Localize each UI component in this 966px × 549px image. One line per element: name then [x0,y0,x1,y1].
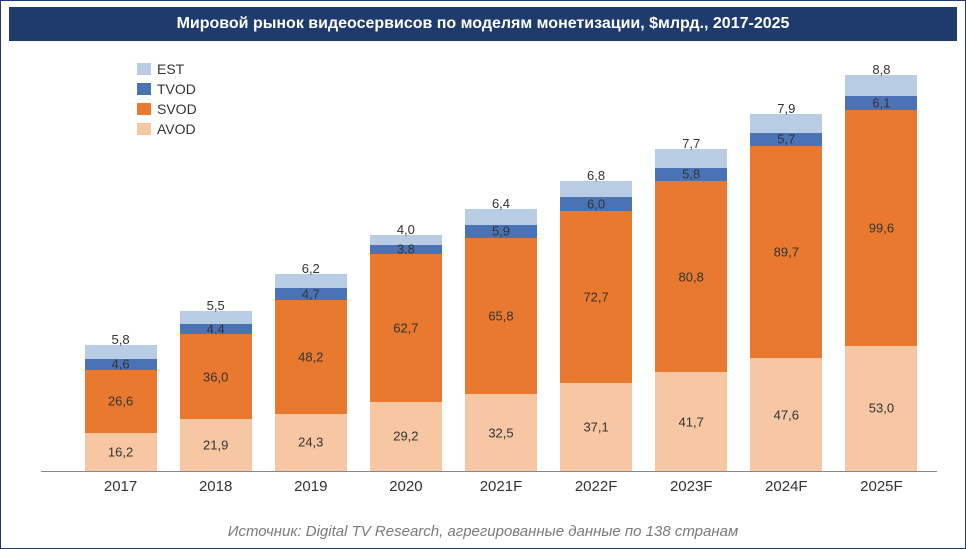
segment-svod: 62,7 [370,254,442,402]
x-label: 2019 [263,472,358,498]
segment-value: 26,6 [85,394,157,409]
segment-value: 6,8 [560,168,632,183]
segment-avod: 41,7 [655,372,727,471]
segment-tvod: 4,7 [275,288,347,299]
segment-value: 89,7 [750,245,822,260]
segment-value: 6,2 [275,261,347,276]
segment-avod: 53,0 [845,346,917,471]
bar-group: 6,86,0 72,7 37,1 [549,181,644,471]
segment-value: 4,0 [370,222,442,237]
bar: 6,24,748,224,3 [275,274,347,471]
bar-group: 6,24,748,224,3 [263,274,358,471]
segment-value: 5,7 [750,132,822,147]
segment-value: 7,9 [750,101,822,116]
segment-est: 6,8 [560,181,632,197]
x-label: 2017 [73,472,168,498]
segment-est: 7,9 [750,114,822,133]
segment-svod: 26,6 [85,370,157,433]
x-label: 2022F [549,472,644,498]
segment-value: 7,7 [655,136,727,151]
plot-area: 5,8 4,6 26,6 16,2 5,5 4,4 36,0 21,9 6,2 4,7 48,2 24… [41,57,937,472]
bar-group: 5,54,436,021,9 [168,311,263,471]
segment-value: 37,1 [560,420,632,435]
segment-avod: 29,2 [370,402,442,471]
segment-tvod: 3,8 [370,245,442,254]
x-label: 2024F [739,472,834,498]
segment-svod: 48,2 [275,300,347,414]
segment-avod: 32,5 [465,394,537,471]
segment-tvod: 5,7 [750,133,822,146]
segment-value: 6,0 [560,197,632,212]
source-caption: Источник: Digital TV Research, агрегиров… [1,523,965,540]
bar-group: 6,45,9 65,8 32,5 [453,209,548,471]
segment-est: 7,7 [655,149,727,167]
bars: 5,8 4,6 26,6 16,2 5,5 4,4 36,0 21,9 6,2 4,7 48,2 24… [41,57,937,471]
segment-value: 65,8 [465,309,537,324]
segment-value: 5,8 [655,167,727,182]
bar: 6,45,9 65,8 32,5 [465,209,537,471]
segment-avod: 21,9 [180,419,252,471]
segment-svod: 72,7 [560,211,632,383]
segment-value: 47,6 [750,407,822,422]
segment-value: 32,5 [465,425,537,440]
bar-group: 7,95,7 89,7 47,6 [739,114,834,471]
segment-value: 6,1 [845,95,917,110]
x-label: 2023F [644,472,739,498]
segment-value: 5,9 [465,224,537,239]
segment-tvod: 5,9 [465,225,537,239]
x-label: 2020 [358,472,453,498]
segment-value: 6,4 [465,196,537,211]
segment-value: 5,5 [180,298,252,313]
segment-value: 21,9 [180,438,252,453]
segment-est: 6,4 [465,209,537,224]
bar-group: 4,03,862,729,2 [358,235,453,471]
segment-value: 36,0 [180,369,252,384]
segment-svod: 36,0 [180,334,252,419]
bar-group: 5,84,626,616,2 [73,345,168,471]
segment-tvod: 6,0 [560,197,632,211]
segment-value: 29,2 [370,429,442,444]
segment-est: 8,8 [845,75,917,96]
segment-svod: 99,6 [845,110,917,346]
x-axis: 20172018201920202021F2022F2023F2024F2025… [41,472,937,498]
segment-value: 5,8 [85,332,157,347]
bar: 7,95,7 89,7 47,6 [750,114,822,471]
segment-value: 80,8 [655,269,727,284]
bar: 8,86,1 99,6 53,0 [845,75,917,471]
chart-container: Мировой рынок видеосервисов по моделям м… [0,0,966,549]
bar-group: 7,75,8 80,8 41,7 [644,149,739,471]
bar: 5,84,626,616,2 [85,345,157,471]
segment-svod: 80,8 [655,181,727,372]
segment-value: 62,7 [370,320,442,335]
bar: 4,03,862,729,2 [370,235,442,471]
segment-tvod: 4,6 [85,359,157,370]
segment-value: 8,8 [845,62,917,77]
bar: 7,75,8 80,8 41,7 [655,149,727,471]
segment-avod: 37,1 [560,383,632,471]
x-label: 2018 [168,472,263,498]
x-label: 2021F [453,472,548,498]
segment-tvod: 4,4 [180,324,252,334]
segment-value: 48,2 [275,349,347,364]
chart-title: Мировой рынок видеосервисов по моделям м… [9,7,957,41]
segment-value: 99,6 [845,220,917,235]
segment-value: 41,7 [655,414,727,429]
segment-svod: 65,8 [465,238,537,394]
segment-avod: 24,3 [275,414,347,471]
segment-tvod: 5,8 [655,168,727,182]
x-label: 2025F [834,472,929,498]
segment-tvod: 6,1 [845,96,917,110]
segment-value: 72,7 [560,290,632,305]
segment-svod: 89,7 [750,146,822,358]
bar: 5,54,436,021,9 [180,311,252,471]
chart-area: ESTTVODSVODAVOD 5,84,626,616,25,54,436,0… [41,57,937,498]
bar: 6,86,0 72,7 37,1 [560,181,632,471]
segment-avod: 16,2 [85,433,157,471]
segment-avod: 47,6 [750,358,822,471]
segment-value: 24,3 [275,435,347,450]
bar-group: 8,86,1 99,6 53,0 [834,75,929,471]
segment-value: 16,2 [85,444,157,459]
segment-value: 53,0 [845,401,917,416]
